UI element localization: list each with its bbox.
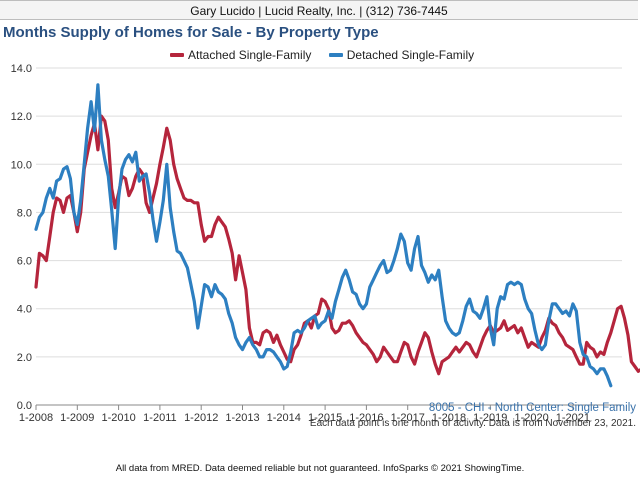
- chart-title: Months Supply of Homes for Sale - By Pro…: [3, 24, 379, 41]
- subject-label: 8005 - CHI - North Center: Single Family: [428, 402, 636, 414]
- x-tick-label: 1-2018: [432, 412, 466, 424]
- x-tick-label: 1-2019: [473, 412, 507, 424]
- y-tick-label: 10.0: [11, 159, 32, 171]
- chart-legend: Attached Single-Family Detached Single-F…: [170, 46, 488, 62]
- footer-disclaimer: All data from MRED. Data deemed reliable…: [115, 463, 525, 474]
- y-tick-label: 0.0: [17, 400, 32, 412]
- chart-grid: [36, 67, 622, 406]
- x-axis-ticks: 1-2008 1-2009 1-2010 1-2011 1-2012 1-2013 1-20…: [19, 405, 590, 424]
- header-bar: Gary Lucido | Lucid Realty, Inc. | (312)…: [0, 0, 638, 20]
- legend-item-detached[interactable]: Detached Single-Family: [328, 48, 475, 62]
- legend-label-attached: Attached Single-Family: [188, 48, 312, 62]
- y-tick-label: 4.0: [17, 304, 32, 316]
- legend-swatch-attached: [170, 53, 184, 57]
- y-tick-label: 8.0: [17, 207, 32, 219]
- y-tick-label: 14.0: [11, 63, 32, 75]
- x-tick-label: 1-2014: [267, 412, 301, 424]
- y-tick-label: 2.0: [17, 352, 32, 364]
- x-tick-label: 1-2012: [184, 412, 218, 424]
- x-tick-label: 1-2008: [19, 412, 53, 424]
- chart-series-lines: [34, 83, 640, 388]
- x-tick-label: 1-2016: [349, 412, 383, 424]
- y-tick-label: 12.0: [11, 111, 32, 123]
- header-text: Gary Lucido | Lucid Realty, Inc. | (312)…: [190, 4, 448, 18]
- x-tick-label: 1-2021: [556, 412, 590, 424]
- series-line-attached[interactable]: [34, 114, 640, 376]
- x-tick-label: 1-2013: [225, 412, 259, 424]
- legend-swatch-detached: [328, 53, 343, 57]
- x-tick-label: 1-2017: [391, 412, 425, 424]
- legend-label-detached: Detached Single-Family: [346, 48, 475, 62]
- x-tick-label: 1-2009: [60, 412, 94, 424]
- y-axis-ticks: 0.0 2.0 4.0 6.0 8.0 10.0 12.0 14.0: [11, 63, 32, 412]
- x-tick-label: 1-2020: [514, 412, 548, 424]
- data-note: Each data point is one month of activity…: [309, 418, 636, 429]
- series-line-detached[interactable]: [34, 83, 613, 388]
- x-tick-label: 1-2010: [101, 412, 135, 424]
- y-tick-label: 6.0: [17, 256, 32, 268]
- x-tick-label: 1-2011: [143, 412, 176, 424]
- legend-item-attached[interactable]: Attached Single-Family: [170, 48, 311, 62]
- x-tick-label: 1-2015: [308, 412, 342, 424]
